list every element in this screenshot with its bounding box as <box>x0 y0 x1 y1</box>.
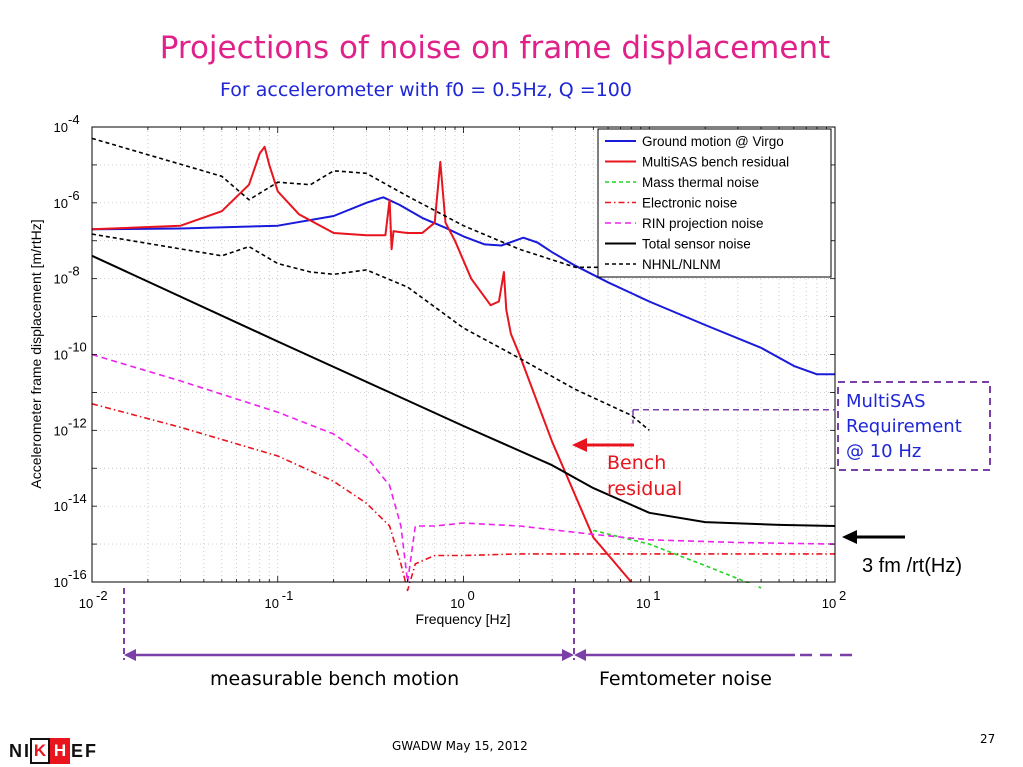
series-line-0 <box>91 196 835 376</box>
y-tick-label: 10 <box>54 120 68 135</box>
requirement-line-3: @ 10 Hz <box>846 441 922 462</box>
requirement-line-1: MultiSAS <box>846 391 926 412</box>
x-tick-label-exponent: 0 <box>468 588 475 603</box>
y-tick-label: 10 <box>54 348 68 363</box>
legend-label-4: RIN projection noise <box>642 216 764 231</box>
femtometer-level-label: 3 fm /rt(Hz) <box>862 555 962 577</box>
legend-label-5: Total sensor noise <box>642 237 751 252</box>
y-tick-label: 10 <box>54 196 68 211</box>
x-axis-label: Frequency [Hz] <box>416 611 511 627</box>
slide-subtitle: For accelerometer with f0 = 0.5Hz, Q =10… <box>220 79 632 101</box>
series-line-5 <box>91 254 836 527</box>
y-tick-label: 10 <box>54 499 68 514</box>
series-line-2 <box>593 529 762 589</box>
y-tick-label-exponent: -14 <box>68 491 87 506</box>
page-number: 27 <box>980 732 996 746</box>
x-tick-label: 10 <box>822 596 836 611</box>
plot-bottom-mask <box>91 583 836 586</box>
bench-arrow-head <box>572 438 587 452</box>
range-arrow-bench-right-head <box>562 649 574 661</box>
bench-residual-annotation: Bench residual <box>607 450 682 502</box>
range-arrow-femto-head <box>574 649 586 661</box>
range-label-femto: Femtometer noise <box>599 668 772 690</box>
logo-letter-2: I <box>24 741 30 761</box>
slide-title: Projections of noise on frame displaceme… <box>159 30 831 66</box>
bench-residual-line-2: residual <box>607 478 683 500</box>
y-tick-label-exponent: -12 <box>68 415 87 430</box>
annotation-overlay <box>123 381 991 661</box>
range-arrow-bench-left-head <box>124 649 136 661</box>
y-axis-label: Accelerometer frame displacement [m/rtHz… <box>28 219 44 488</box>
legend-label-6: NHNL/NLNM <box>642 257 721 272</box>
series-line-7 <box>91 233 650 431</box>
y-tick-label-exponent: -16 <box>68 567 87 582</box>
x-tick-label-exponent: 1 <box>653 588 660 603</box>
logo-letter-1: N <box>9 741 22 761</box>
requirement-box <box>837 381 991 471</box>
logo-letter-3: K <box>30 738 51 764</box>
y-tick-label-exponent: -8 <box>68 264 80 279</box>
legend-label-1: MultiSAS bench residual <box>642 155 789 170</box>
y-tick-label: 10 <box>54 423 68 438</box>
x-tick-label-exponent: 2 <box>839 588 846 603</box>
x-tick-label-exponent: -1 <box>282 588 294 603</box>
series-line-1 <box>91 145 632 583</box>
footer-date: GWADW May 15, 2012 <box>392 739 528 753</box>
legend-label-0: Ground motion @ Virgo <box>642 134 784 149</box>
legend-box <box>597 128 832 278</box>
y-tick-label-exponent: -4 <box>68 112 80 127</box>
legend-label-2: Mass thermal noise <box>642 175 759 190</box>
y-tick-label-exponent: -6 <box>68 188 80 203</box>
series-line-3 <box>91 403 835 592</box>
x-tick-label-exponent: -2 <box>96 588 108 603</box>
nikhef-logo: N I K H E F <box>8 738 97 764</box>
legend-label-3: Electronic noise <box>642 196 737 211</box>
y-tick-label: 10 <box>54 575 68 590</box>
y-tick-label: 10 <box>54 272 68 287</box>
x-tick-label: 10 <box>265 596 279 611</box>
femto-arrow-head <box>842 530 857 544</box>
series-line-4 <box>91 353 836 583</box>
series-layer <box>91 137 836 592</box>
logo-letter-5: E <box>71 741 84 761</box>
logo-letter-4: H <box>50 738 71 764</box>
requirement-line-2: Requirement <box>846 416 962 437</box>
tick-labels: 10-210-110010110210-410-610-810-1010-121… <box>54 112 847 611</box>
x-tick-label: 10 <box>79 596 93 611</box>
requirement-annotation: MultiSAS Requirement @ 10 Hz <box>846 389 962 464</box>
y-tick-label-exponent: -10 <box>68 340 87 355</box>
x-tick-label: 10 <box>636 596 650 611</box>
bench-residual-line-1: Bench <box>607 452 667 474</box>
range-label-bench: measurable bench motion <box>210 668 460 690</box>
logo-letter-6: F <box>85 741 97 761</box>
series-line-6 <box>91 137 650 270</box>
chart-legend: Ground motion @ Virgo MultiSAS bench resi… <box>597 128 832 278</box>
x-tick-label: 10 <box>450 596 464 611</box>
